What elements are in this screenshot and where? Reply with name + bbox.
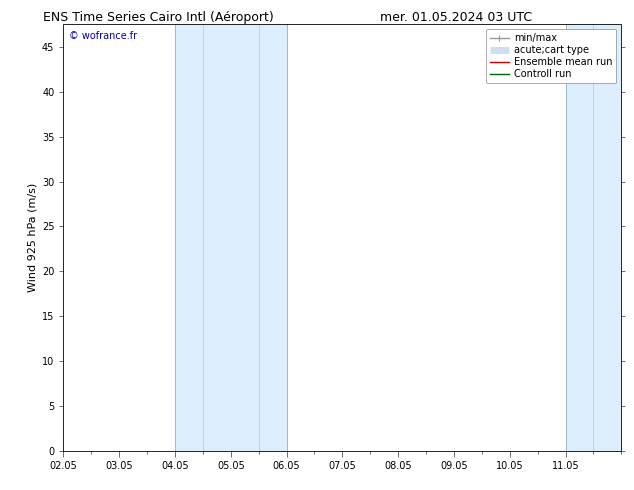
Text: mer. 01.05.2024 03 UTC: mer. 01.05.2024 03 UTC (380, 11, 533, 24)
Text: © wofrance.fr: © wofrance.fr (69, 31, 137, 41)
Legend: min/max, acute;cart type, Ensemble mean run, Controll run: min/max, acute;cart type, Ensemble mean … (486, 29, 616, 83)
Y-axis label: Wind 925 hPa (m/s): Wind 925 hPa (m/s) (28, 183, 37, 292)
Text: ENS Time Series Cairo Intl (Aéroport): ENS Time Series Cairo Intl (Aéroport) (43, 11, 274, 24)
Bar (566, 24, 621, 451)
Bar (175, 24, 287, 451)
